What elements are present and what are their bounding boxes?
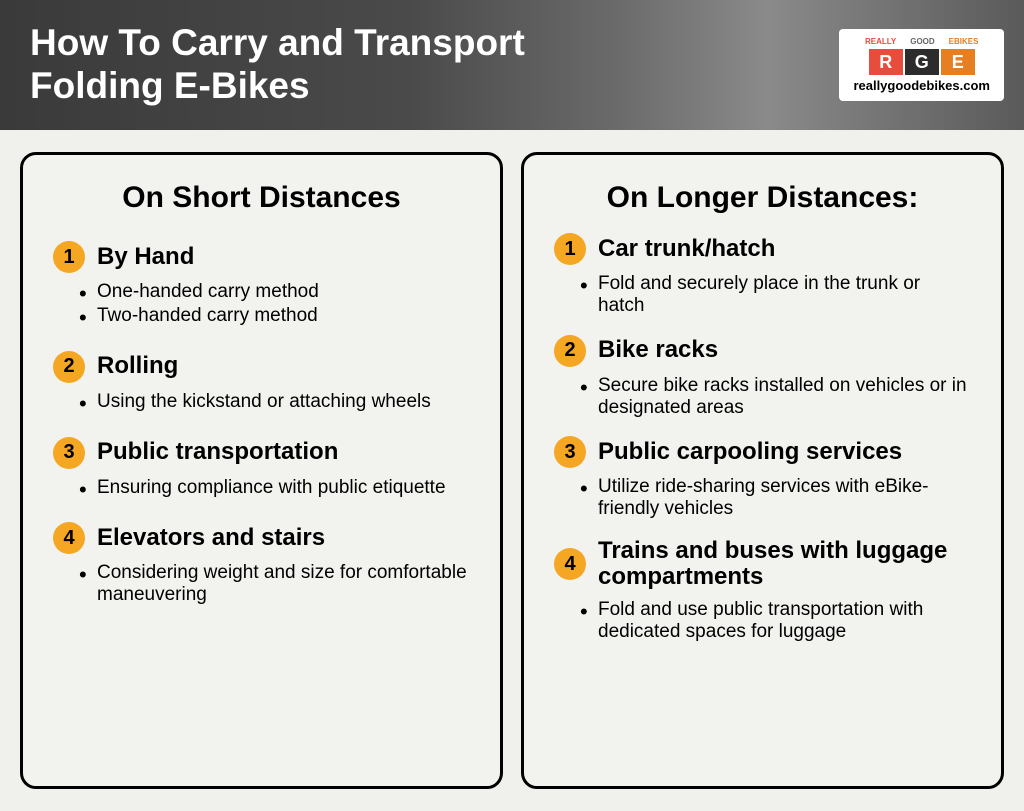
brand-logo: REALLY GOOD EBIKES R G E reallygoodebike… (839, 29, 1004, 101)
logo-words: REALLY GOOD EBIKES (865, 37, 979, 46)
bullet-item: Fold and securely place in the trunk or … (598, 273, 971, 317)
number-badge: 2 (53, 351, 85, 383)
item-header: 3 Public carpooling services (554, 436, 971, 468)
bullet-item: Two-handed carry method (97, 305, 470, 327)
logo-url: reallygoodebikes.com (853, 78, 990, 93)
logo-word-ebikes: EBIKES (949, 37, 979, 46)
item-header: 2 Bike racks (554, 335, 971, 367)
bullet-item: Using the kickstand or attaching wheels (97, 391, 470, 413)
number-badge: 1 (554, 233, 586, 265)
item-header: 4 Trains and buses with luggage compartm… (554, 538, 971, 591)
list-item: 1 Car trunk/hatch Fold and securely plac… (554, 233, 971, 317)
bullet-item: Fold and use public transportation with … (598, 599, 971, 643)
bullet-list: Secure bike racks installed on vehicles … (554, 375, 971, 419)
bullet-item: Ensuring compliance with public etiquett… (97, 477, 470, 499)
bullet-list: One-handed carry method Two-handed carry… (53, 281, 470, 327)
longer-distances-card: On Longer Distances: 1 Car trunk/hatch F… (521, 152, 1004, 789)
number-badge: 2 (554, 335, 586, 367)
longer-distances-title: On Longer Distances: (554, 181, 971, 215)
bullet-list: Utilize ride-sharing services with eBike… (554, 476, 971, 520)
bullet-item: One-handed carry method (97, 281, 470, 303)
bullet-item: Considering weight and size for comforta… (97, 562, 470, 606)
list-item: 4 Trains and buses with luggage compartm… (554, 538, 971, 642)
list-item: 3 Public transportation Ensuring complia… (53, 437, 470, 499)
bullet-list: Fold and securely place in the trunk or … (554, 273, 971, 317)
item-header: 3 Public transportation (53, 437, 470, 469)
short-distances-card: On Short Distances 1 By Hand One-handed … (20, 152, 503, 789)
bullet-list: Considering weight and size for comforta… (53, 562, 470, 606)
number-badge: 3 (53, 437, 85, 469)
item-title: Bike racks (598, 337, 718, 363)
header-banner: How To Carry and Transport Folding E-Bik… (0, 0, 1024, 130)
number-badge: 4 (53, 522, 85, 554)
item-title: Car trunk/hatch (598, 236, 775, 262)
item-header: 1 By Hand (53, 241, 470, 273)
bullet-list: Using the kickstand or attaching wheels (53, 391, 470, 413)
item-title: Rolling (97, 353, 178, 379)
item-title: Public transportation (97, 439, 338, 465)
list-item: 1 By Hand One-handed carry method Two-ha… (53, 241, 470, 327)
item-title: Elevators and stairs (97, 525, 325, 551)
item-title: Public carpooling services (598, 439, 902, 465)
logo-letter-g: G (905, 49, 939, 75)
logo-letter-r: R (869, 49, 903, 75)
bullet-item: Secure bike racks installed on vehicles … (598, 375, 971, 419)
logo-letter-e: E (941, 49, 975, 75)
bullet-list: Fold and use public transportation with … (554, 599, 971, 643)
item-header: 2 Rolling (53, 351, 470, 383)
item-header: 1 Car trunk/hatch (554, 233, 971, 265)
logo-word-really: REALLY (865, 37, 896, 46)
list-item: 2 Bike racks Secure bike racks installed… (554, 335, 971, 419)
list-item: 4 Elevators and stairs Considering weigh… (53, 522, 470, 606)
item-header: 4 Elevators and stairs (53, 522, 470, 554)
number-badge: 3 (554, 436, 586, 468)
page-title: How To Carry and Transport Folding E-Bik… (30, 22, 630, 107)
bullet-list: Ensuring compliance with public etiquett… (53, 477, 470, 499)
list-item: 3 Public carpooling services Utilize rid… (554, 436, 971, 520)
logo-word-good: GOOD (910, 37, 934, 46)
number-badge: 1 (53, 241, 85, 273)
item-title: By Hand (97, 244, 194, 270)
content-area: On Short Distances 1 By Hand One-handed … (0, 130, 1024, 811)
item-title: Trains and buses with luggage compartmen… (598, 538, 971, 591)
number-badge: 4 (554, 548, 586, 580)
short-distances-title: On Short Distances (53, 181, 470, 215)
logo-letter-boxes: R G E (869, 49, 975, 75)
list-item: 2 Rolling Using the kickstand or attachi… (53, 351, 470, 413)
bullet-item: Utilize ride-sharing services with eBike… (598, 476, 971, 520)
